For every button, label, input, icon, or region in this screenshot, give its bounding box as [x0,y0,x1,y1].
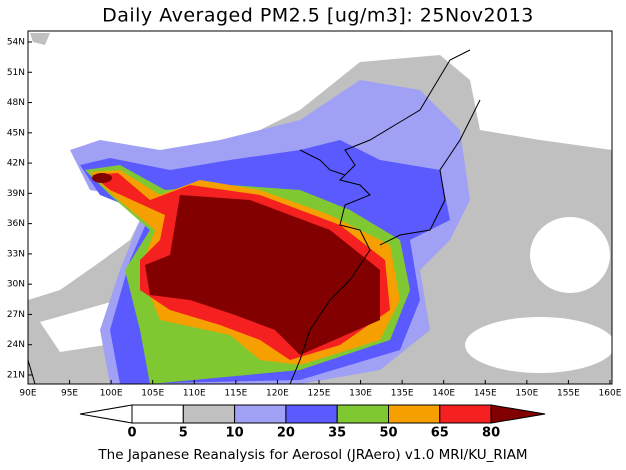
colorbar-segment [182,404,236,424]
title: Daily Averaged PM2.5 [ug/m3]: 25Nov2013 [102,5,534,27]
lat-label: 33N [7,249,25,259]
lon-label: 105E [141,389,164,399]
contour-white [530,217,610,293]
lat-label: 27N [7,310,25,320]
lon-label: 150E [515,389,538,399]
lon-label: 110E [183,389,206,399]
colorbar-label: 65 [431,426,449,441]
lon-label: 130E [349,389,372,399]
lat-label: 54N [7,38,25,48]
lon-label: 160E [599,389,622,399]
lat-label: 51N [7,68,25,78]
lat-label: 45N [7,128,25,138]
lat-label: 36N [7,219,25,229]
colorbar-segment [388,404,441,424]
lon-label: 120E [266,389,289,399]
colorbar-label: 35 [328,426,346,441]
lon-label: 155E [557,389,580,399]
lon-label: 140E [432,389,455,399]
colorbar-segment [439,404,492,424]
contour-white [465,317,612,373]
lat-label: 30N [7,280,25,290]
lat-label: 39N [7,189,25,199]
contour-darkred [92,173,112,183]
footer: The Japanese Reanalysis for Aerosol (JRA… [97,447,527,463]
map-frame [27,30,613,385]
coastlines [28,49,481,384]
lat-label: 21N [7,370,25,380]
colorbar-label: 20 [277,426,295,441]
colorbar-label: 80 [482,426,500,441]
contour-darkred [145,195,380,355]
lon-label: 100E [100,389,123,399]
lon-label: 135E [391,389,414,399]
lat-label: 24N [7,340,25,350]
colorbar-label: 50 [379,426,397,441]
colorbar-low-arrow [79,404,133,424]
lon-label: 115E [224,389,247,399]
colorbar-segment [336,404,390,424]
colorbar-segment [131,404,184,424]
lon-label: 125E [308,389,331,399]
colorbar-segment [285,404,338,424]
lat-label: 48N [7,98,25,108]
lon-label: 145E [474,389,497,399]
lat-label: 42N [7,159,25,169]
colorbar-high-arrow [490,404,546,424]
colorbar-label: 5 [179,426,188,441]
pm25-field [28,33,612,384]
lon-label: 90E [19,389,36,399]
lon-label: 95E [61,389,78,399]
colorbar-segment [234,404,287,424]
colorbar-label: 10 [226,426,244,441]
colorbar-label: 0 [127,426,136,441]
contour-gray [30,33,50,45]
